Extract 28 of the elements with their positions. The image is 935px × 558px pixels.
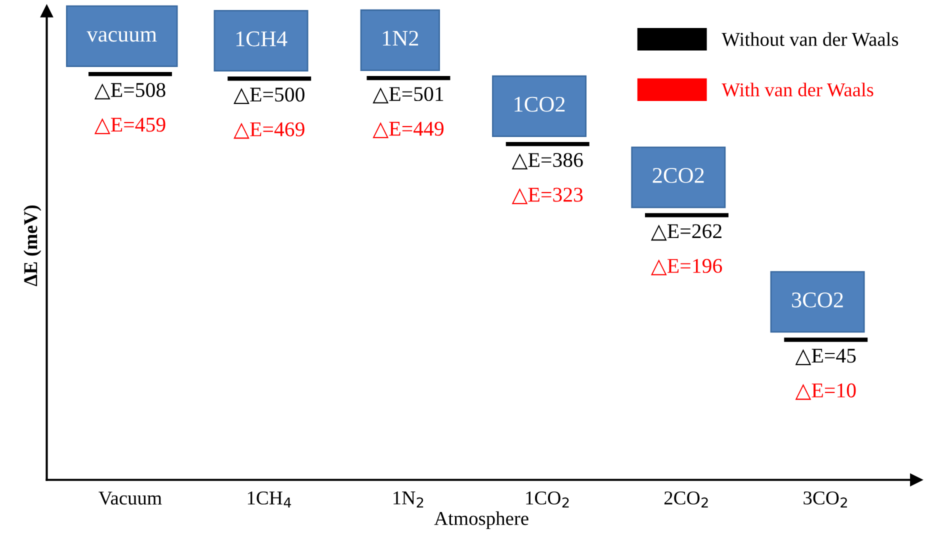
category-label: 1N$_{2}$	[394, 491, 424, 508]
data-label: △E=469	[234, 122, 304, 139]
text: vacuum	[86, 31, 157, 42]
data-label: △E=459	[94, 118, 166, 134]
data-label: △E=500	[234, 88, 304, 104]
text: Atmosphere	[434, 511, 528, 530]
data-label: △E=386	[512, 152, 583, 170]
data-label: △E=10	[795, 383, 856, 400]
category-label: 2CO$_{2}$	[664, 491, 708, 508]
legend-label: Without van der Waals	[722, 32, 898, 46]
data-label: △E=501	[372, 86, 444, 104]
text: 3CO2	[792, 292, 843, 308]
text: 1CO2	[514, 96, 565, 112]
text: 1N2	[382, 30, 418, 46]
data-label: △E=449	[372, 122, 444, 138]
data-label: △E=323	[512, 188, 583, 204]
data-label: △E=262	[650, 224, 722, 241]
category-label: Vacuum	[98, 492, 162, 505]
data-label: △E=45	[795, 348, 856, 366]
data-label: △E=196	[650, 258, 722, 276]
category-label: 1CO$_{2}$	[526, 491, 569, 508]
legend-label: With van der Waals	[722, 82, 874, 96]
text: 1CH4	[236, 31, 288, 46]
text: 2CO2	[652, 168, 704, 183]
category-label: 3CO$_{2}$	[804, 491, 847, 508]
data-label: △E=508	[94, 82, 166, 100]
text: ΔE (meV)	[24, 205, 42, 286]
category-label: 1CH$_{4}$	[248, 491, 292, 508]
